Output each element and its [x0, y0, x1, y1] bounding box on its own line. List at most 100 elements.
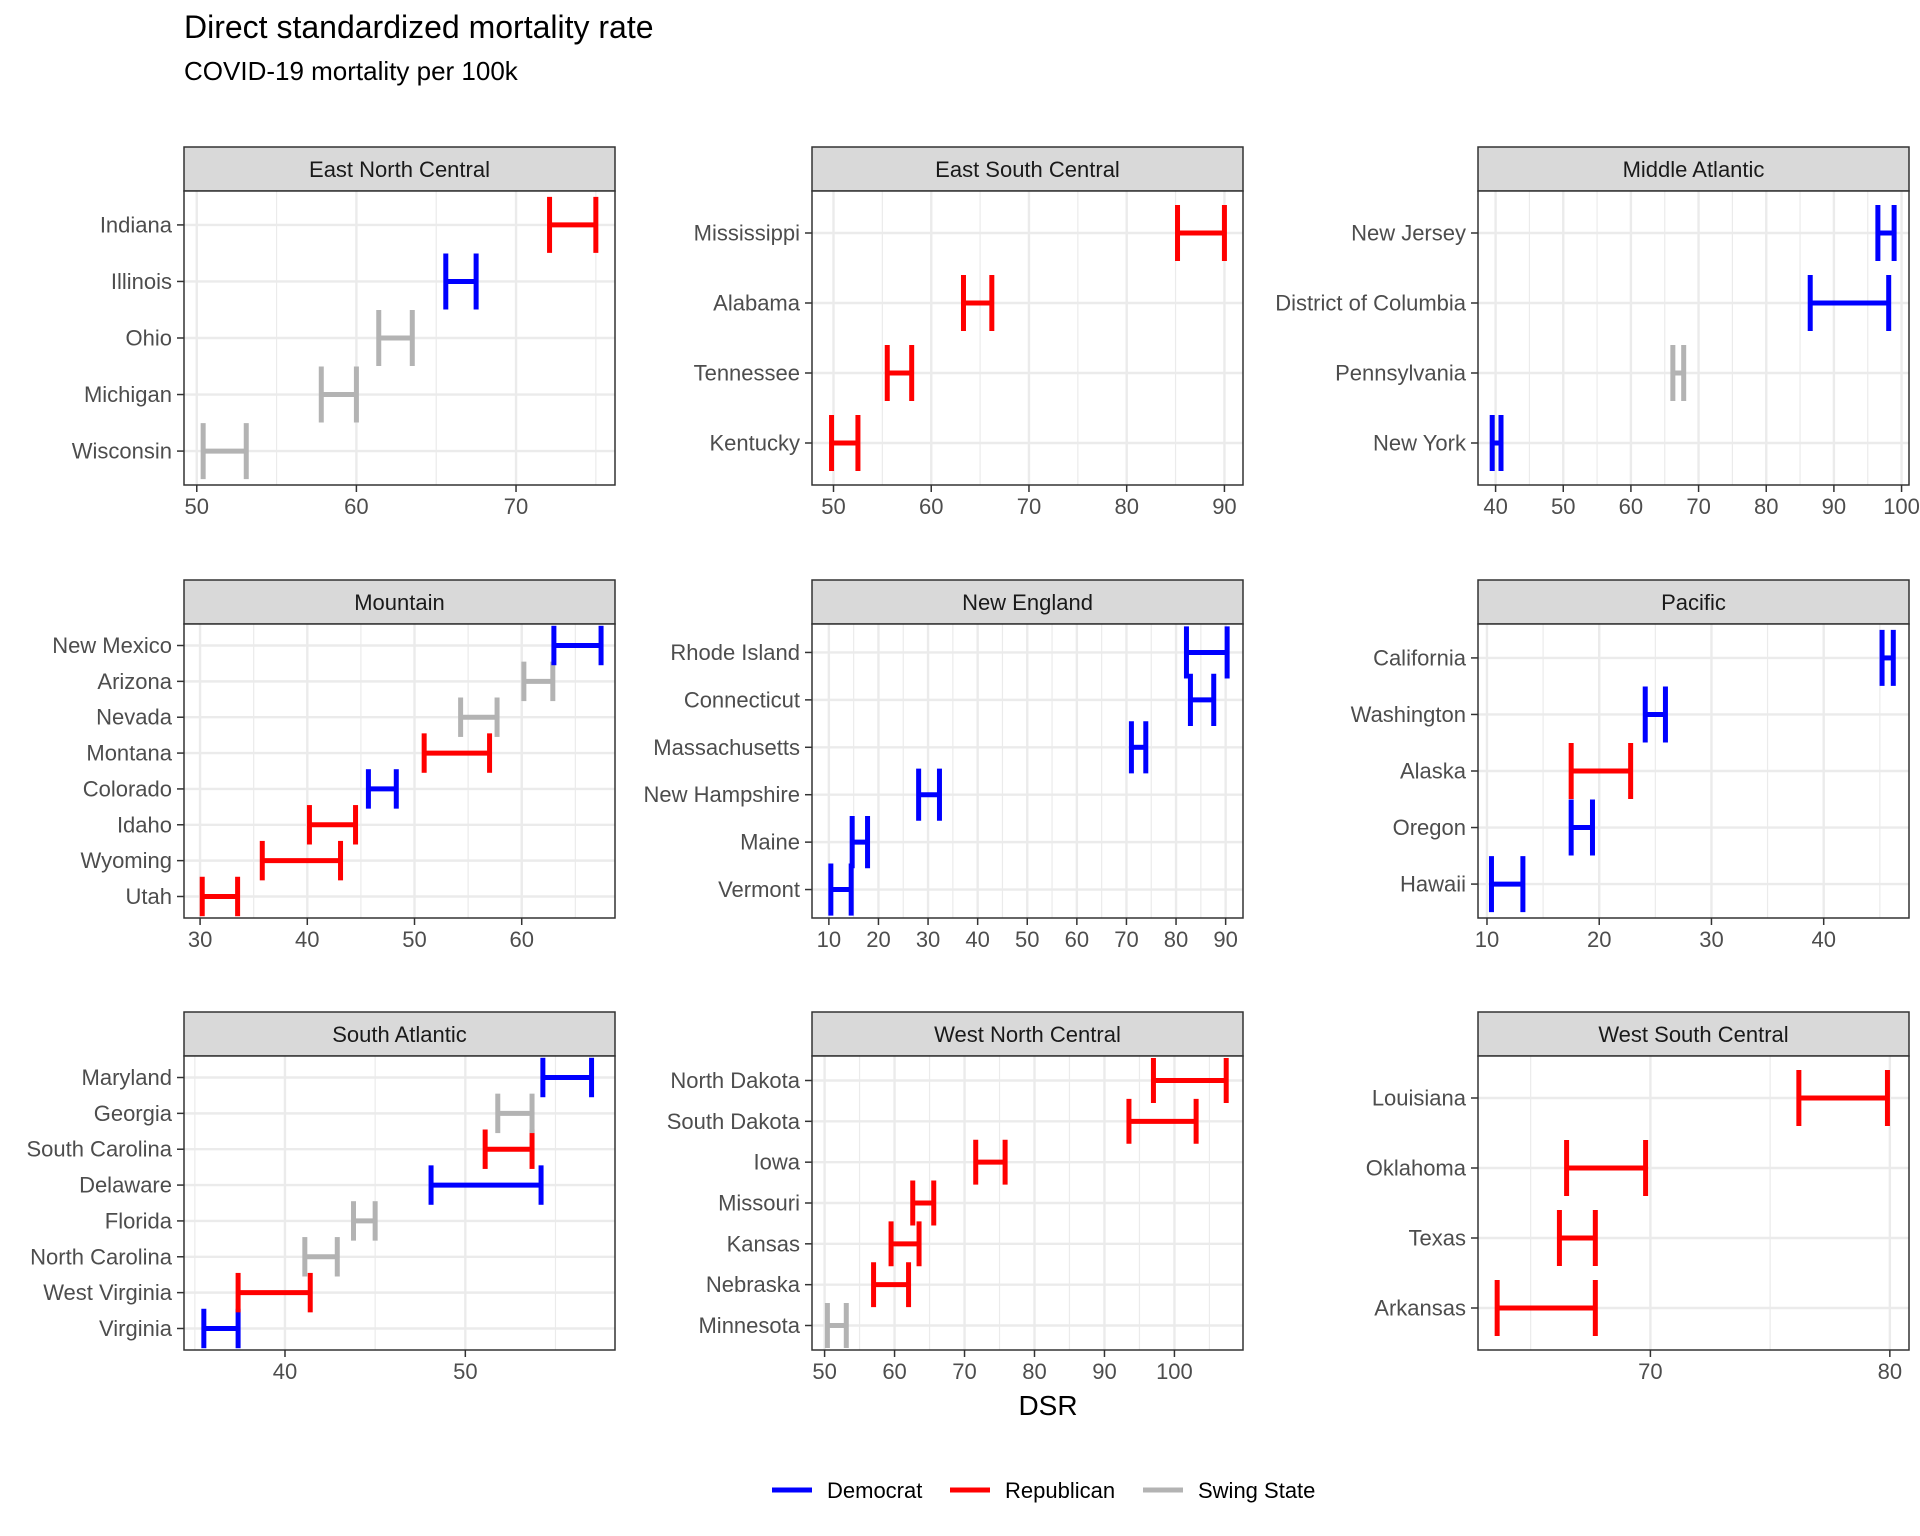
- legend: Democrat Republican Swing State: [772, 1478, 1315, 1503]
- y-tick-label: Ohio: [126, 326, 172, 351]
- chart-subtitle: COVID-19 mortality per 100k: [184, 56, 519, 86]
- y-tick-label: Hawaii: [1400, 872, 1466, 897]
- errorbar-georgia: [495, 1093, 535, 1134]
- panel-middle-atlantic: Middle Atlantic New York Pennsylvania Distr…: [1275, 146, 1920, 519]
- panel-background: [184, 1056, 615, 1350]
- y-tick-label: North Carolina: [30, 1244, 173, 1269]
- errorbar-nebraska: [871, 1262, 912, 1308]
- x-tick-label: 60: [919, 494, 943, 519]
- x-tick-label: 50: [185, 494, 209, 519]
- errorbar-rhode-island: [1183, 626, 1230, 679]
- errorbar-indiana: [547, 196, 599, 253]
- x-tick-label: 50: [812, 1359, 836, 1384]
- x-tick-label: 50: [453, 1359, 477, 1384]
- y-tick-label: Kansas: [727, 1231, 800, 1256]
- y-tick-label: Oklahoma: [1366, 1156, 1467, 1181]
- y-tick-label: New Hampshire: [644, 782, 801, 807]
- errorbar-ohio: [376, 310, 415, 366]
- errorbar-utah: [199, 876, 241, 917]
- y-tick-label: Wyoming: [81, 848, 173, 873]
- x-tick-label: 80: [1754, 494, 1778, 519]
- errorbar-new-mexico: [551, 625, 604, 666]
- panel-border: [183, 623, 616, 919]
- y-tick-label: Virginia: [99, 1316, 173, 1341]
- errorbar-colorado: [365, 769, 399, 809]
- errorbar-north-carolina: [302, 1237, 340, 1277]
- facet-label: Pacific: [1661, 590, 1726, 615]
- y-tick-label: Connecticut: [684, 687, 800, 712]
- y-tick-label: Maryland: [82, 1065, 172, 1090]
- facet-label: East South Central: [935, 157, 1120, 182]
- y-tick-label: Delaware: [79, 1173, 172, 1198]
- errorbar-montana: [421, 733, 493, 773]
- panel-new-england: New England Vermont Maine New Hampshire Mass…: [644, 579, 1244, 952]
- x-tick-label: 40: [1811, 927, 1835, 952]
- x-tick-label: 50: [1551, 494, 1575, 519]
- panel-border: [1477, 1055, 1910, 1351]
- panel-background: [812, 191, 1243, 485]
- legend-label: Swing State: [1198, 1478, 1315, 1503]
- x-tick-label: 80: [1114, 494, 1138, 519]
- panel-background: [1478, 1056, 1909, 1350]
- errorbar-massachusetts: [1128, 721, 1149, 774]
- x-tick-label: 40: [965, 927, 989, 952]
- errorbar-oregon: [1568, 799, 1595, 856]
- errorbar-florida: [351, 1201, 378, 1241]
- errorbar-arkansas: [1494, 1280, 1598, 1336]
- errorbar-california: [1879, 629, 1896, 686]
- y-tick-label: South Dakota: [667, 1109, 801, 1134]
- x-tick-label: 10: [817, 927, 841, 952]
- x-tick-label: 70: [504, 494, 528, 519]
- errorbar-iowa: [973, 1139, 1008, 1185]
- x-tick-label: 40: [295, 927, 319, 952]
- y-tick-label: Florida: [105, 1208, 173, 1233]
- y-tick-label: New Mexico: [52, 633, 172, 658]
- x-tick-label: 50: [402, 927, 426, 952]
- x-tick-label: 40: [1483, 494, 1507, 519]
- x-tick-label: 70: [952, 1359, 976, 1384]
- errorbar-illinois: [443, 253, 479, 310]
- facet-strip: [1477, 146, 1910, 192]
- y-tick-label: West Virginia: [43, 1280, 173, 1305]
- x-tick-label: 90: [1213, 927, 1237, 952]
- x-tick-label: 50: [1015, 927, 1039, 952]
- facet-strip: [811, 1011, 1244, 1057]
- facet-label: West South Central: [1598, 1022, 1788, 1047]
- errorbar-vermont: [828, 863, 854, 916]
- y-tick-label: Nebraska: [706, 1272, 801, 1297]
- errorbar-minnesota: [824, 1303, 849, 1348]
- x-tick-label: 60: [1619, 494, 1643, 519]
- y-tick-label: Iowa: [754, 1150, 801, 1175]
- x-tick-label: 60: [344, 494, 368, 519]
- panel-border: [183, 1055, 616, 1351]
- errorbar-new-hampshire: [916, 768, 942, 821]
- errorbar-missouri: [910, 1180, 937, 1226]
- errorbar-kansas: [888, 1221, 922, 1267]
- y-tick-label: District of Columbia: [1275, 291, 1466, 316]
- y-tick-label: Oregon: [1393, 815, 1466, 840]
- y-tick-label: Colorado: [83, 776, 172, 801]
- errorbar-maryland: [540, 1057, 595, 1098]
- x-tick-label: 70: [1638, 1359, 1662, 1384]
- y-tick-label: Indiana: [100, 212, 173, 237]
- x-tick-label: 30: [188, 927, 212, 952]
- panel-border: [811, 190, 1244, 486]
- errorbar-alaska: [1568, 743, 1634, 799]
- errorbar-connecticut: [1187, 673, 1217, 726]
- y-tick-label: Illinois: [111, 269, 172, 294]
- panel-west-south-central: West South Central Arkansas Texas Oklahoma L…: [1366, 1011, 1910, 1384]
- chart-title: Direct standardized mortality rate: [184, 9, 654, 45]
- errorbar-district-of-columbia: [1807, 275, 1892, 331]
- x-tick-label: 50: [821, 494, 845, 519]
- errorbar-virginia: [201, 1308, 241, 1349]
- errorbar-arizona: [521, 661, 556, 702]
- facet-strip: [183, 1011, 616, 1057]
- facet-panels: East North Central Wisconsin Michigan Ohio I…: [26, 146, 1920, 1384]
- facet-label: New England: [962, 590, 1093, 615]
- legend-label: Republican: [1005, 1478, 1115, 1503]
- errorbar-oklahoma: [1564, 1140, 1649, 1196]
- errorbar-hawaii: [1488, 856, 1526, 913]
- errorbar-alabama: [960, 275, 995, 331]
- y-tick-label: Utah: [126, 884, 172, 909]
